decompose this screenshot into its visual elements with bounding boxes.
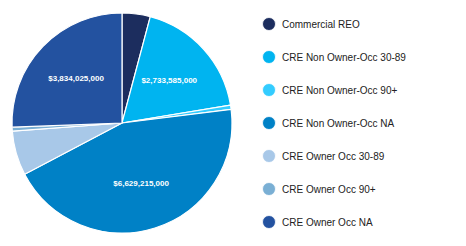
legend-label: CRE Non Owner-Occ 30-89 xyxy=(282,52,406,63)
legend-swatch xyxy=(263,117,276,130)
legend-swatch xyxy=(263,150,276,163)
chart-svg: $2,733,585,000 $6,629,215,000 $3,834,025,0… xyxy=(0,0,466,246)
legend-label: CRE Owner Occ 90+ xyxy=(282,184,376,195)
legend-swatch xyxy=(263,216,276,229)
legend-label: CRE Owner Occ 30-89 xyxy=(282,151,385,162)
legend-label: CRE Non Owner-Occ NA xyxy=(282,118,395,129)
legend: Commercial REO CRE Non Owner-Occ 30-89 CRE… xyxy=(263,18,407,229)
legend-swatch xyxy=(263,18,276,31)
legend-swatch xyxy=(263,84,276,97)
legend-label: Commercial REO xyxy=(282,19,360,30)
slice-label: $2,733,585,000 xyxy=(141,76,197,85)
slice-labels: $2,733,585,000 $6,629,215,000 $3,834,025,0… xyxy=(48,74,197,188)
pie-slice xyxy=(122,17,231,123)
chart-container: $2,733,585,000 $6,629,215,000 $3,834,025,0… xyxy=(0,0,466,246)
legend-swatch xyxy=(263,51,276,64)
pie-slice xyxy=(12,13,122,127)
slice-label: $6,629,215,000 xyxy=(113,179,169,188)
slice-label: $3,834,025,000 xyxy=(48,74,104,83)
legend-label: CRE Owner Occ NA xyxy=(282,217,373,228)
legend-label: CRE Non Owner-Occ 90+ xyxy=(282,85,397,96)
pie-slice xyxy=(12,123,122,174)
legend-swatch xyxy=(263,183,276,196)
pie-slices xyxy=(12,13,232,233)
